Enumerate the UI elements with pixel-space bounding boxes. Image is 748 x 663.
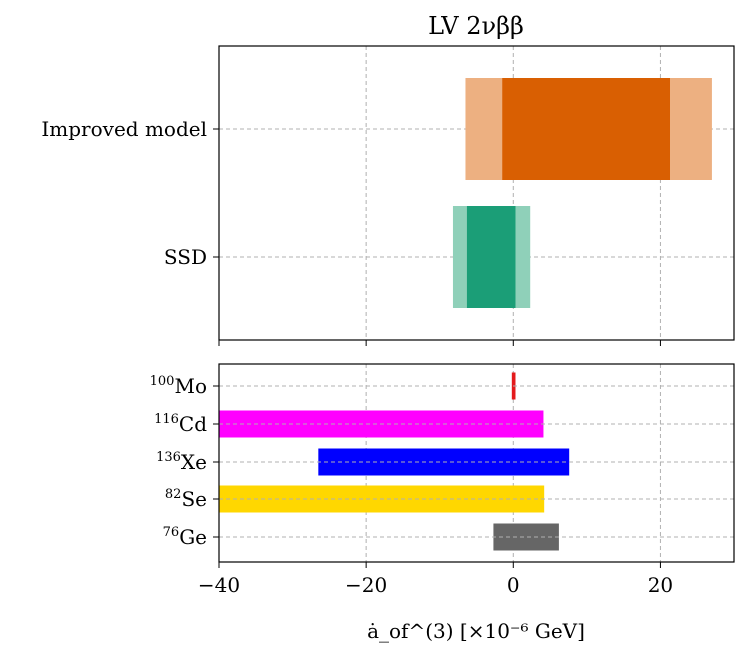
isotope-label-0: 100Mo	[150, 374, 207, 398]
chart-title: LV 2νββ	[428, 12, 524, 40]
xtick-label-2: 0	[507, 573, 520, 597]
bar-76Ge	[493, 523, 559, 551]
top-frame	[218, 45, 735, 341]
isotope-label-2: 136Xe	[156, 450, 207, 474]
top-panel: Improved model SSD	[41, 45, 735, 346]
top-ylabel-0: Improved model	[41, 117, 207, 141]
bottom-panel: 100Mo 116Cd 136Xe 82Se 76Ge	[150, 363, 735, 563]
isotope-label-3: 82Se	[165, 487, 207, 511]
isotope-label-4: 76Ge	[163, 525, 207, 549]
x-axis-label: ȧ_of^(3) [×10⁻⁶ GeV]	[367, 619, 585, 643]
inner-band-0	[502, 78, 670, 180]
isotope-label-1: 116Cd	[154, 412, 207, 436]
inner-band-1	[466, 206, 516, 308]
x-axis: −40 −20 0 20	[198, 562, 673, 597]
xtick-label-1: −20	[345, 573, 387, 597]
bottom-frame	[218, 363, 735, 563]
top-ylabel-1: SSD	[164, 245, 207, 269]
xtick-label-3: 20	[648, 573, 673, 597]
xtick-label-0: −40	[198, 573, 240, 597]
